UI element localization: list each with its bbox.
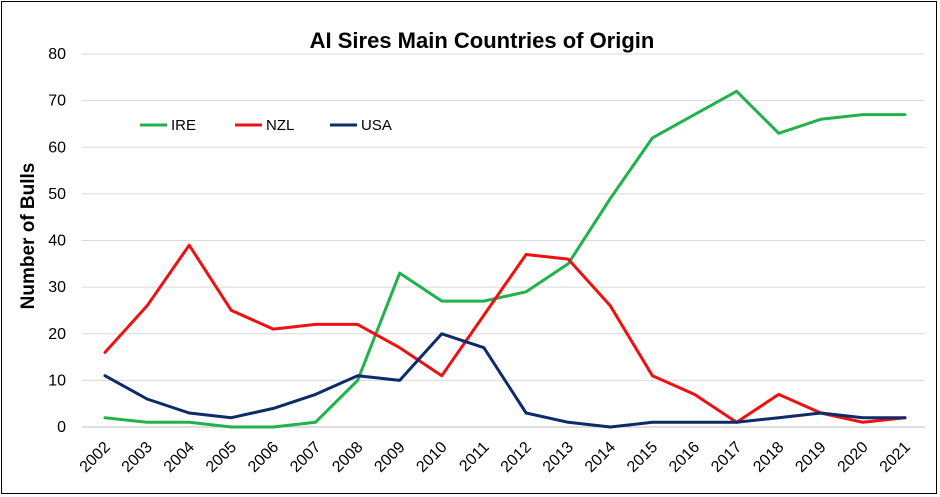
legend: IRE NZL USA	[140, 117, 392, 134]
x-tick-label: 2005	[203, 439, 240, 476]
y-tick-label: 50	[48, 186, 66, 203]
x-tick-label: 2019	[792, 439, 829, 476]
x-tick-label: 2007	[287, 439, 324, 476]
x-tick-label: 2014	[582, 439, 619, 476]
y-tick-label: 80	[48, 46, 66, 63]
x-tick-label: 2010	[413, 439, 450, 476]
legend-label-usa: USA	[361, 117, 392, 134]
y-tick-label: 20	[48, 326, 66, 343]
y-axis-label: Number of Bulls	[18, 163, 39, 310]
x-tick-label: 2013	[540, 439, 577, 476]
y-tick-label: 0	[57, 419, 66, 436]
x-tick-label: 2004	[161, 439, 198, 476]
x-axis-ticks: 2002 2003 2004 2005 2006 2007 2008 2009 2010 2011…	[77, 439, 914, 476]
x-tick-label: 2017	[708, 439, 745, 476]
x-tick-label: 2011	[456, 439, 492, 475]
y-tick-label: 70	[48, 93, 66, 110]
gridlines	[82, 53, 925, 428]
legend-label-nzl: NZL	[266, 117, 294, 134]
legend-label-ire: IRE	[171, 117, 196, 134]
x-tick-label: 2018	[750, 439, 787, 476]
x-tick-label: 2003	[119, 439, 156, 476]
x-tick-label: 2009	[371, 439, 408, 476]
x-tick-label: 2021	[877, 439, 914, 476]
x-tick-label: 2020	[835, 439, 872, 476]
series-line-usa	[103, 332, 907, 429]
series-line-nzl	[103, 243, 907, 424]
x-tick-label: 2002	[77, 439, 114, 476]
series-line-ire	[103, 89, 907, 429]
x-tick-label: 2006	[245, 439, 282, 476]
y-tick-label: 10	[48, 372, 66, 389]
y-tick-label: 40	[48, 233, 66, 250]
chart-title: AI Sires Main Countries of Origin	[310, 28, 655, 53]
y-tick-label: 30	[48, 279, 66, 296]
x-tick-label: 2016	[666, 439, 703, 476]
y-tick-label: 60	[48, 139, 66, 156]
series-lines	[103, 89, 907, 429]
x-tick-label: 2008	[329, 439, 366, 476]
x-tick-label: 2015	[624, 439, 661, 476]
y-axis-ticks: 0 10 20 30 40 50 60 70 80	[48, 46, 66, 436]
x-tick-label: 2012	[498, 439, 535, 476]
